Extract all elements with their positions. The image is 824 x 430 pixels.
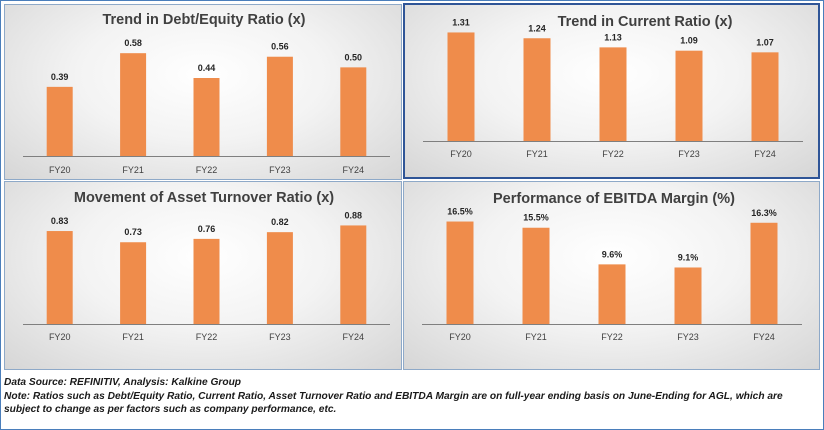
chart-title: Trend in Current Ratio (x) [558,14,733,30]
bar [46,86,73,156]
x-tick-label: FY21 [122,165,144,175]
chart-panel-debt-equity: Trend in Debt/Equity Ratio (x) 0.39 FY20 0.… [4,4,402,180]
bar [446,221,474,324]
data-label: 0.83 [51,216,69,226]
x-tick-label: FY22 [602,149,624,159]
x-tick-label: FY23 [269,332,291,342]
x-tick-label: FY21 [525,332,547,342]
x-tick-label: FY23 [678,149,700,159]
x-tick-label: FY20 [450,149,472,159]
x-tick-label: FY24 [343,165,365,175]
footnote: Data Source: REFINITIV, Analysis: Kalkin… [4,376,820,417]
bar [46,231,73,324]
chart-panel-ebitda-margin: Performance of EBITDA Margin (%) 16.5% FY2… [403,181,820,370]
chart-title: Movement of Asset Turnover Ratio (x) [74,190,334,206]
data-label: 0.82 [271,217,289,227]
bar [340,67,367,156]
bar [750,222,778,324]
bar [266,56,293,156]
data-source-text: Data Source: REFINITIV, Analysis: Kalkin… [4,377,242,388]
data-label: 16.5% [447,207,473,217]
chart-svg: Trend in Debt/Equity Ratio (x) 0.39 FY20 0.… [23,12,390,175]
data-label: 9.1% [678,252,699,262]
chart-svg: Trend in Current Ratio (x) 1.31 FY20 1.24 FY… [423,14,803,159]
x-tick-label: FY22 [196,165,218,175]
x-tick-label: FY23 [269,165,291,175]
x-tick-label: FY21 [122,332,144,342]
data-label: 0.73 [124,227,142,237]
data-label: 0.44 [198,63,216,73]
bar [522,227,550,324]
chart-title: Performance of EBITDA Margin (%) [493,191,735,207]
x-tick-label: FY23 [677,332,699,342]
data-label: 1.24 [528,23,546,33]
data-label: 1.09 [680,36,698,46]
x-tick-label: FY20 [49,332,71,342]
data-label: 1.13 [604,32,622,42]
data-label: 0.88 [345,210,363,220]
chart-panel-asset-turnover: Movement of Asset Turnover Ratio (x) 0.83… [4,181,402,370]
bar [674,267,702,324]
bar [599,47,627,141]
bar [120,242,147,324]
data-label: 0.50 [345,52,363,62]
x-tick-label: FY22 [196,332,218,342]
data-label: 1.31 [452,17,470,27]
bar [193,78,220,156]
bar [675,50,703,141]
bar [266,232,293,324]
chart-title: Trend in Debt/Equity Ratio (x) [102,12,305,28]
bar [598,264,626,324]
data-label: 0.39 [51,72,69,82]
x-tick-label: FY21 [526,149,548,159]
bar [751,52,779,141]
x-tick-label: FY22 [601,332,623,342]
data-label: 0.76 [198,224,216,234]
data-label: 0.56 [271,42,289,52]
data-label: 9.6% [602,249,623,259]
x-tick-label: FY24 [754,149,776,159]
data-label: 0.58 [124,38,142,48]
x-tick-label: FY24 [343,332,365,342]
data-label: 16.3% [751,208,777,218]
x-tick-label: FY20 [449,332,471,342]
bar [447,32,475,142]
chart-panel-current-ratio[interactable]: Trend in Current Ratio (x) 1.31 FY20 1.24 FY… [403,3,820,179]
bar [523,38,551,141]
note-text: Note: Ratios such as Debt/Equity Ratio, … [4,390,783,416]
chart-svg: Performance of EBITDA Margin (%) 16.5% FY2… [422,191,802,342]
data-label: 1.07 [756,37,774,47]
bar [193,238,220,324]
bar [340,225,367,324]
x-tick-label: FY24 [753,332,775,342]
x-tick-label: FY20 [49,165,71,175]
data-label: 15.5% [523,213,549,223]
bar [120,53,147,156]
chart-svg: Movement of Asset Turnover Ratio (x) 0.83… [23,190,390,342]
